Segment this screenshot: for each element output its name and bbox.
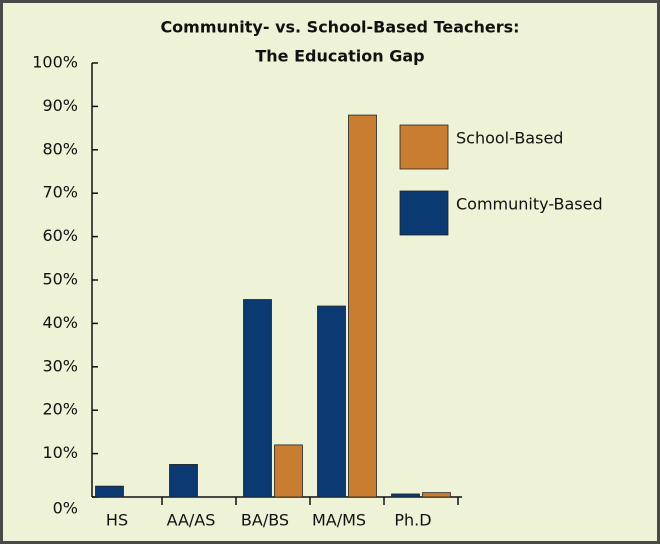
bar <box>274 444 303 498</box>
y-tick-label: 50% <box>42 270 78 289</box>
chart-title: Community- vs. School-Based Teachers: <box>160 18 519 37</box>
legend-swatch <box>399 124 449 170</box>
y-tick-label: 70% <box>42 183 78 202</box>
bar <box>317 305 346 498</box>
bar <box>243 299 272 498</box>
x-tick-label: MA/MS <box>312 511 366 530</box>
y-tick-label: 10% <box>42 443 78 462</box>
y-tick-label: 60% <box>42 226 78 245</box>
chart-title: The Education Gap <box>255 47 424 66</box>
y-tick-label: 100% <box>32 53 78 72</box>
y-tick-label: 40% <box>42 313 78 332</box>
y-tick-label: 80% <box>42 139 78 158</box>
y-tick-label: 30% <box>42 356 78 375</box>
x-tick-label: HS <box>106 511 128 530</box>
bar <box>422 492 451 498</box>
x-tick-label: BA/BS <box>241 511 289 530</box>
y-tick-label: 0% <box>53 499 78 518</box>
legend-label: Community-Based <box>456 195 603 214</box>
x-tick-label: Ph.D <box>394 511 431 530</box>
y-tick-label: 90% <box>42 96 78 115</box>
bar <box>391 493 420 498</box>
y-tick-label: 20% <box>42 400 78 419</box>
bar <box>169 464 198 498</box>
bar <box>95 485 124 498</box>
x-tick-label: AA/AS <box>167 511 216 530</box>
bar <box>348 114 377 498</box>
legend-swatch <box>399 190 449 236</box>
legend-label: School-Based <box>456 129 563 148</box>
